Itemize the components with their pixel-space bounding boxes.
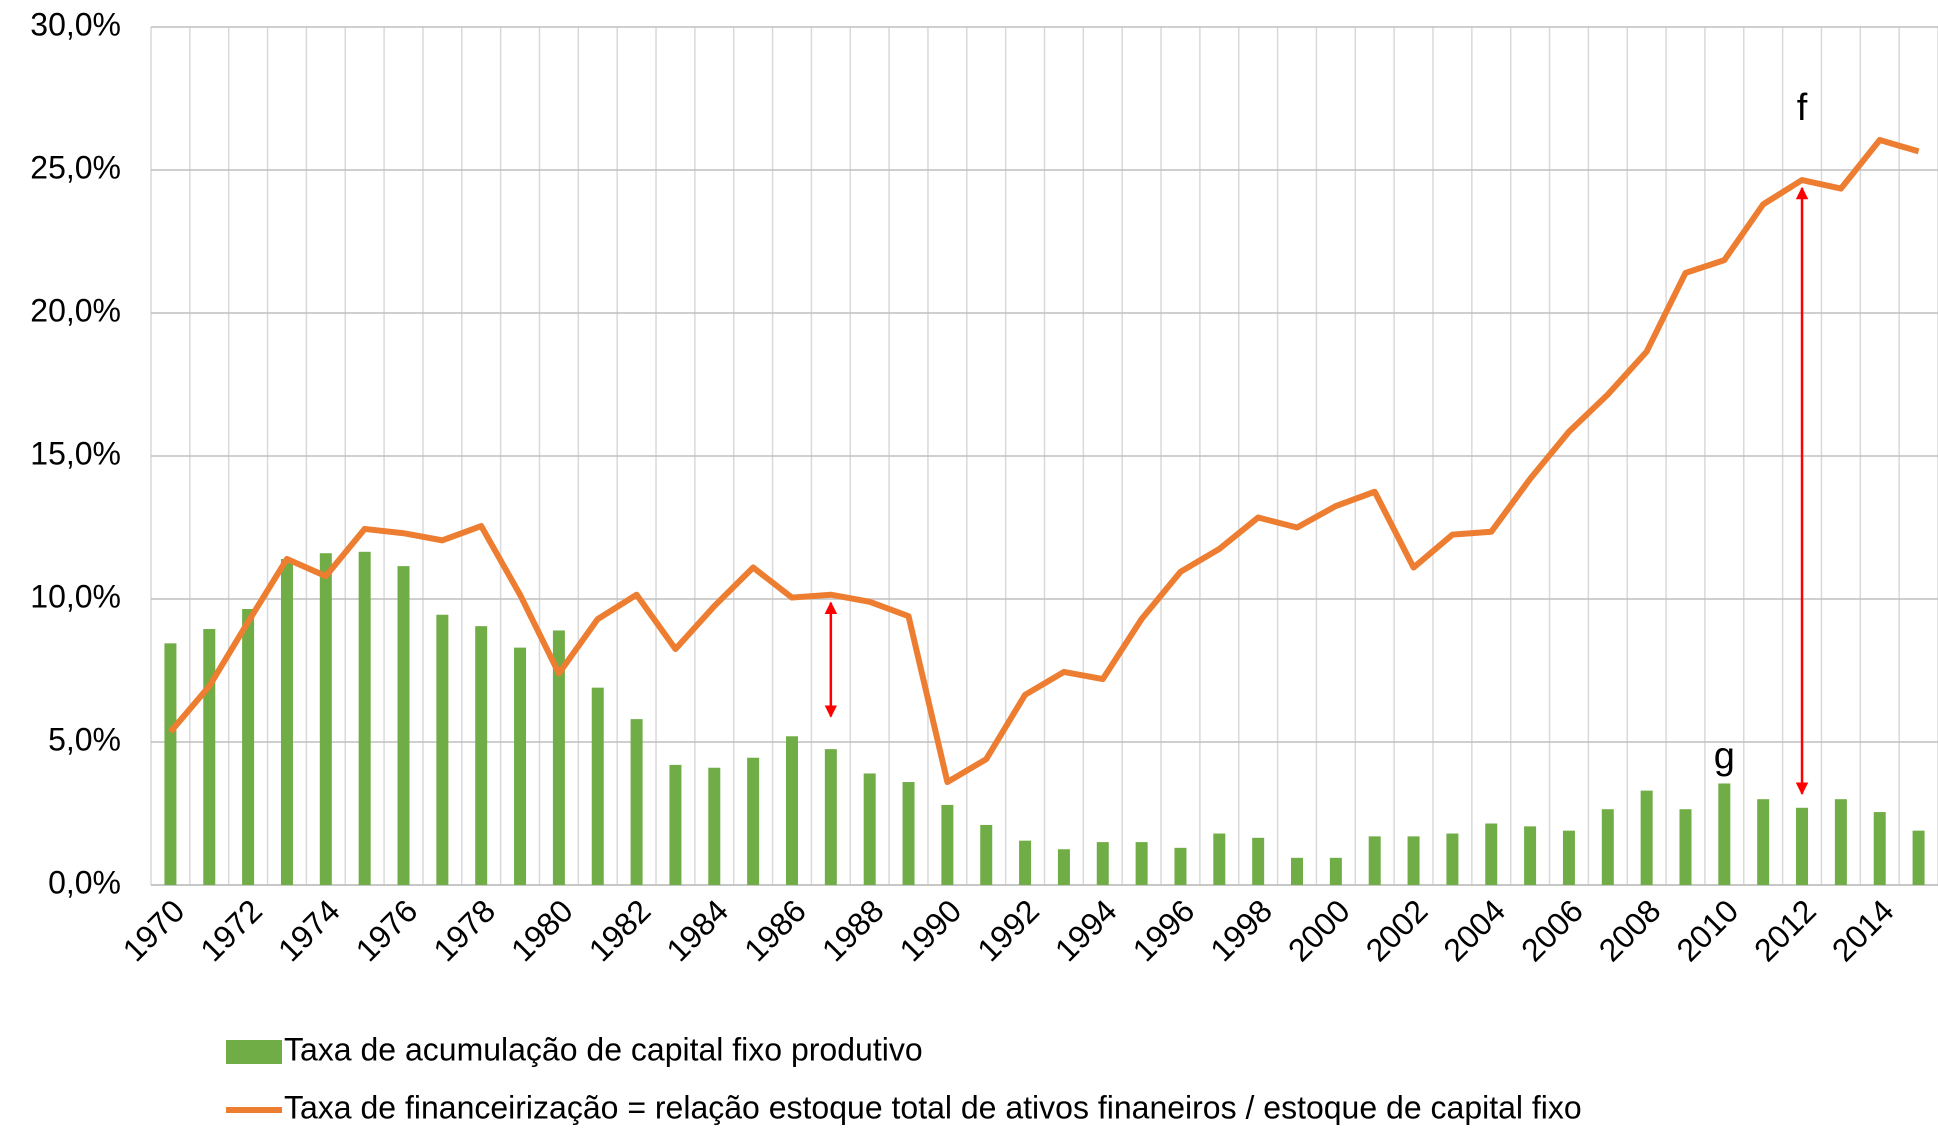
x-tick-label: 1998 [1203,892,1279,968]
bar [1446,833,1459,885]
x-tick-label: 1970 [116,892,192,968]
x-tick-label: 1992 [970,892,1046,968]
bar [747,757,760,885]
line [168,136,1920,786]
x-tick-label: 1986 [737,892,813,968]
y-tick-label: 0,0% [48,864,121,900]
annotation: g [1714,736,1735,778]
x-tick-label: 2000 [1281,892,1357,968]
bar [1873,812,1886,885]
bar [552,630,565,885]
y-tick-label: 30,0% [30,6,121,42]
bar [397,566,410,885]
bar [475,626,488,885]
bar [980,824,993,885]
bar [1252,837,1265,885]
bar [785,736,798,885]
legend-label: Taxa de financeirização = relação estoqu… [284,1089,1582,1125]
y-tick-label: 25,0% [30,149,121,185]
x-tick-label: 2014 [1825,892,1901,968]
bar [941,804,954,885]
bar [1019,840,1032,885]
bar [1562,830,1575,885]
bar [1407,836,1420,885]
x-tick-label: 1988 [815,892,891,968]
legend-label: Taxa de acumulação de capital fixo produ… [284,1031,923,1067]
bar [1601,809,1614,885]
bar [824,749,837,885]
bar [1291,857,1304,885]
x-tick-label: 2004 [1436,892,1512,968]
x-tick-label: 1982 [582,892,658,968]
x-tick-label: 1980 [504,892,580,968]
bar [514,647,527,885]
x-tick-label: 2010 [1669,892,1745,968]
bar [280,558,293,885]
x-tick-label: 2008 [1592,892,1668,968]
y-tick-label: 10,0% [30,578,121,614]
y-tick-label: 5,0% [48,721,121,757]
bar [1718,783,1731,885]
x-tick-label: 2002 [1359,892,1435,968]
bar [164,643,177,885]
y-tick-label: 15,0% [30,435,121,471]
bar [1757,799,1770,885]
x-tick-label: 1984 [659,892,735,968]
bar [1485,823,1498,885]
bar [630,719,643,885]
bar [1912,830,1925,885]
bar [591,687,604,885]
annotation: f [1797,87,1808,129]
bar [1368,836,1381,885]
x-tick-label: 1990 [893,892,969,968]
bar [1135,842,1148,885]
bar [319,553,332,885]
bar [1640,790,1653,885]
x-tick-label: 1994 [1048,892,1124,968]
y-tick-label: 20,0% [30,292,121,328]
bar [1329,857,1342,885]
bar [1524,826,1537,885]
bar [1096,842,1109,885]
bar [1796,807,1809,885]
bar [1213,833,1226,885]
x-tick-label: 1974 [271,892,347,968]
bar [1174,847,1187,885]
x-tick-label: 1972 [193,892,269,968]
bar [902,782,915,885]
bar [708,767,721,885]
x-tick-label: 2012 [1747,892,1823,968]
bar [1057,849,1070,885]
x-tick-label: 1996 [1126,892,1202,968]
bar [863,773,876,885]
bar [1679,809,1692,885]
bar [436,614,449,885]
x-tick-label: 1976 [349,892,425,968]
x-tick-label: 1978 [426,892,502,968]
bar [669,764,682,885]
legend-swatch [226,1040,282,1064]
bar [203,629,216,885]
bar [1834,799,1847,885]
bar [242,609,255,885]
bar [358,551,371,885]
x-tick-label: 2006 [1514,892,1590,968]
